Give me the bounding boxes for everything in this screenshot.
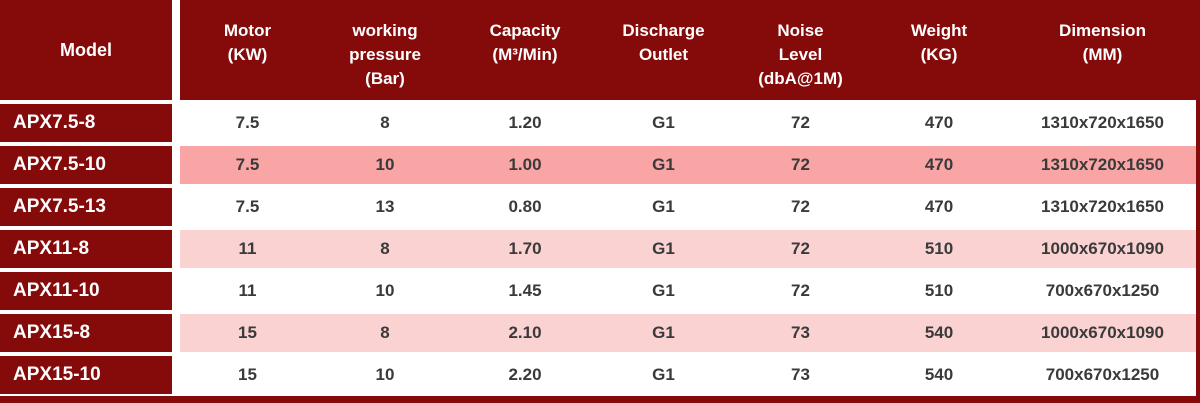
column-divider [172,272,180,310]
column-divider [172,104,180,142]
table-cell: 1.20 [455,104,595,142]
table-cell: G1 [595,314,732,352]
header-cell-6: Dimension (MM) [1009,0,1196,100]
table-cell: 10 [315,356,455,394]
table-cell: 72 [732,146,869,184]
table-row: APX11-10 11 10 1.45 G1 72 510 700x670x1250 [0,272,1200,310]
table-cell: G1 [595,188,732,226]
table-cell: 72 [732,272,869,310]
table-cell: 0.80 [455,188,595,226]
table-right-border [1196,0,1200,403]
table-cell: G1 [595,356,732,394]
table-cell: 72 [732,188,869,226]
table-cell: 15 [180,356,315,394]
table-cell: 700x670x1250 [1009,272,1196,310]
model-cell: APX11-8 [0,230,172,268]
column-divider [172,230,180,268]
table-row: APX11-8 11 8 1.70 G1 72 510 1000x670x1090 [0,230,1200,268]
table-cell: 1310x720x1650 [1009,104,1196,142]
table-body: APX7.5-8 7.5 8 1.20 G1 72 470 1310x720x1650 AP… [0,104,1200,394]
table-cell: 1000x670x1090 [1009,314,1196,352]
table-cell: 510 [869,230,1009,268]
table-cell: 1.70 [455,230,595,268]
header-cell-1: working pressure (Bar) [315,0,455,100]
table-cell: 73 [732,314,869,352]
table-cell: 10 [315,272,455,310]
header-cell-4: Noise Level (dbA@1M) [732,0,869,100]
model-cell: APX7.5-8 [0,104,172,142]
table-cell: 8 [315,104,455,142]
table-cell: 2.10 [455,314,595,352]
table-cell: 540 [869,314,1009,352]
table-cell: 15 [180,314,315,352]
table-cell: G1 [595,230,732,268]
column-divider [172,188,180,226]
table-cell: 540 [869,356,1009,394]
table-row: APX7.5-13 7.5 13 0.80 G1 72 470 1310x720x1650 [0,188,1200,226]
table-bottom-bar [0,394,1200,403]
table-cell: 72 [732,104,869,142]
table-cell: 1000x670x1090 [1009,230,1196,268]
table-cell: G1 [595,146,732,184]
table-cell: 1310x720x1650 [1009,146,1196,184]
table-cell: 470 [869,146,1009,184]
table-cell: 1.45 [455,272,595,310]
table-cell: 73 [732,356,869,394]
model-cell: APX15-10 [0,356,172,394]
model-cell: APX7.5-13 [0,188,172,226]
table-row: APX15-8 15 8 2.10 G1 73 540 1000x670x1090 [0,314,1200,352]
table-cell: G1 [595,104,732,142]
header-cell-0: Motor (KW) [180,0,315,100]
table-cell: G1 [595,272,732,310]
table-cell: 7.5 [180,188,315,226]
column-divider [172,356,180,394]
table-cell: 72 [732,230,869,268]
table-row: APX7.5-8 7.5 8 1.20 G1 72 470 1310x720x1650 [0,104,1200,142]
table-cell: 7.5 [180,146,315,184]
table-cell: 1.00 [455,146,595,184]
header-cell-5: Weight (KG) [869,0,1009,100]
column-divider [172,314,180,352]
table-cell: 2.20 [455,356,595,394]
table-cell: 10 [315,146,455,184]
model-cell: APX11-10 [0,272,172,310]
column-divider [172,146,180,184]
table-row: APX7.5-10 7.5 10 1.00 G1 72 470 1310x720x1650 [0,146,1200,184]
column-divider [172,0,180,100]
table-cell: 1310x720x1650 [1009,188,1196,226]
table-cell: 7.5 [180,104,315,142]
table-cell: 11 [180,272,315,310]
table-cell: 8 [315,314,455,352]
header-cell-2: Capacity (M³/Min) [455,0,595,100]
table-cell: 470 [869,104,1009,142]
table-cell: 13 [315,188,455,226]
table-cell: 8 [315,230,455,268]
table-row: APX15-10 15 10 2.20 G1 73 540 700x670x1250 [0,356,1200,394]
model-cell: APX7.5-10 [0,146,172,184]
table-cell: 470 [869,188,1009,226]
table-cell: 700x670x1250 [1009,356,1196,394]
table-cell: 11 [180,230,315,268]
table-header-row: Model Motor (KW) working pressure (Bar) Ca… [0,0,1200,100]
header-cell-model: Model [0,0,172,100]
header-cell-3: Discharge Outlet [595,0,732,100]
table-cell: 510 [869,272,1009,310]
model-cell: APX15-8 [0,314,172,352]
